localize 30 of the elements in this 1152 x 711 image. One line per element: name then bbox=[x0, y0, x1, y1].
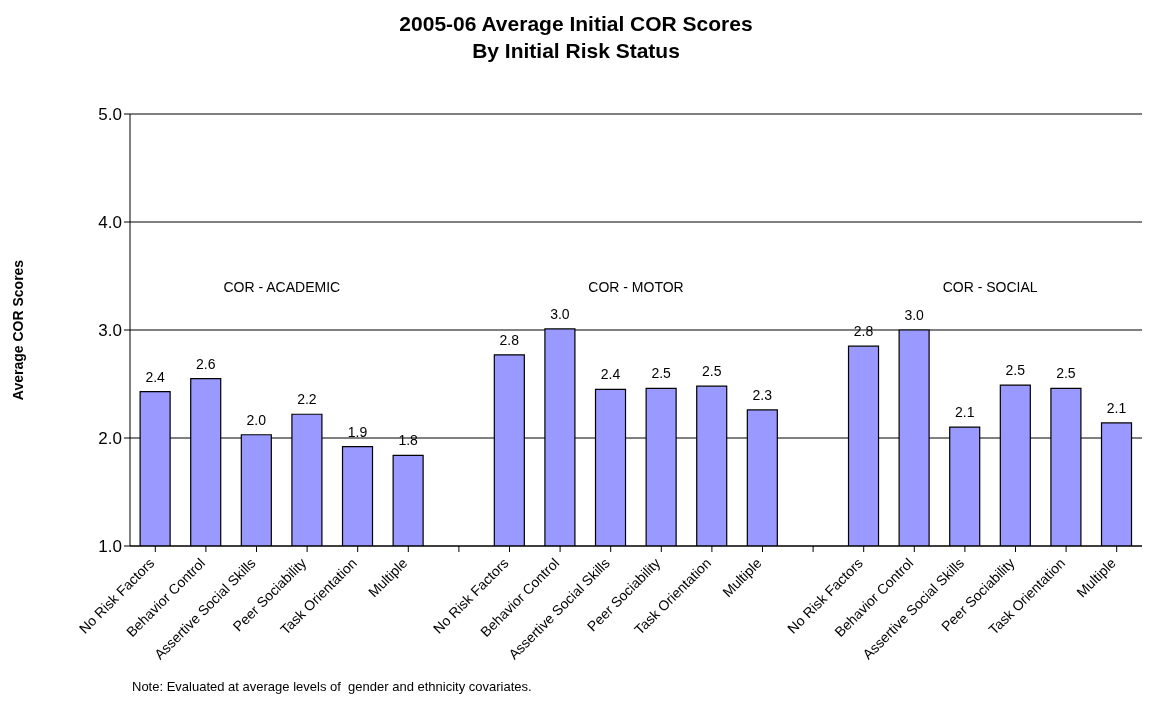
data-label: 2.4 bbox=[600, 366, 621, 383]
y-tick-label: 1.0 bbox=[98, 537, 122, 557]
data-label: 2.5 bbox=[701, 363, 722, 380]
data-label: 1.9 bbox=[347, 423, 368, 440]
data-label: 2.1 bbox=[1106, 399, 1127, 416]
data-label: 2.5 bbox=[1005, 362, 1026, 379]
data-label: 2.2 bbox=[297, 391, 317, 408]
data-label: 2.8 bbox=[499, 331, 520, 348]
text: Note: Evaluated at average levels of gender and ethnicity covariates. bbox=[132, 679, 532, 694]
data-label: 3.0 bbox=[904, 307, 925, 323]
y-tick-label: 5.0 bbox=[98, 105, 122, 125]
y-tick-label: 4.0 bbox=[98, 213, 122, 233]
annotation: COR - ACADEMIC bbox=[223, 279, 341, 295]
data-label: 2.1 bbox=[954, 404, 975, 421]
data-label: 2.0 bbox=[246, 411, 267, 428]
data-label: 2.5 bbox=[651, 365, 672, 382]
data-label: 2.8 bbox=[853, 323, 874, 340]
annotation: COR - SOCIAL bbox=[942, 279, 1038, 295]
annotation: COR - MOTOR bbox=[588, 279, 684, 295]
chart-subtitle: By Initial Risk Status bbox=[471, 38, 681, 64]
data-label: 2.3 bbox=[752, 386, 773, 403]
data-label: 2.5 bbox=[1056, 365, 1076, 382]
data-label: 1.8 bbox=[398, 432, 419, 449]
data-label: 3.0 bbox=[550, 305, 570, 322]
data-label: 2.6 bbox=[195, 355, 216, 372]
y-tick-label: 2.0 bbox=[98, 429, 122, 449]
data-label: 2.4 bbox=[145, 368, 166, 385]
y-tick-label: 3.0 bbox=[98, 321, 122, 341]
chart-title: 2005-06 Average Initial COR Scores bbox=[398, 11, 754, 37]
y-axis-title: Average COR Scores bbox=[10, 259, 26, 401]
